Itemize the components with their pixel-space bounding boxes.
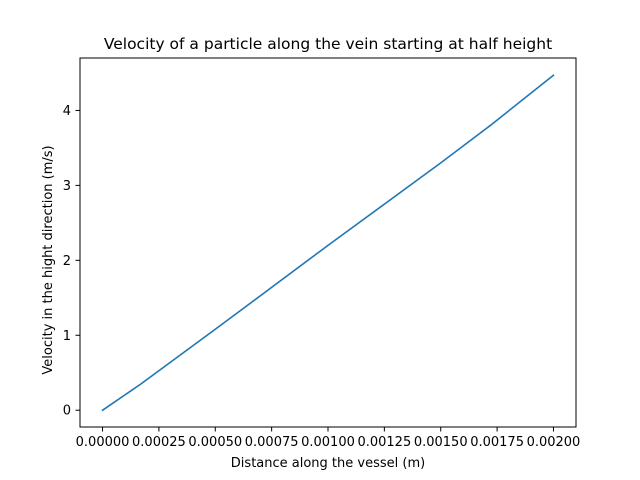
y-tick-label: 0 [63, 404, 71, 419]
x-tick-label: 0.00100 [301, 435, 355, 450]
chart-title: Velocity of a particle along the vein st… [104, 35, 552, 53]
y-axis-label: Velocity in the hight direction (m/s) [41, 145, 56, 374]
x-tick-label: 0.00175 [470, 435, 524, 450]
x-axis-label: Distance along the vessel (m) [231, 456, 425, 471]
x-axis: 0.00000 0.00025 0.00050 0.00075 0.00100 0.001… [76, 427, 581, 450]
y-tick-label: 1 [63, 329, 71, 344]
y-tick-label: 2 [63, 254, 71, 269]
x-tick-label: 0.00200 [527, 435, 581, 450]
x-tick-label: 0.00000 [76, 435, 130, 450]
x-tick-label: 0.00125 [357, 435, 411, 450]
x-tick-label: 0.00050 [188, 435, 242, 450]
y-tick-label: 3 [63, 179, 71, 194]
y-tick-label: 4 [63, 104, 71, 119]
series-line-0 [101, 74, 555, 412]
y-axis: 0 1 2 3 4 [63, 104, 80, 419]
x-tick-label: 0.00025 [132, 435, 186, 450]
x-tick-label: 0.00075 [245, 435, 299, 450]
x-tick-label: 0.00150 [414, 435, 468, 450]
